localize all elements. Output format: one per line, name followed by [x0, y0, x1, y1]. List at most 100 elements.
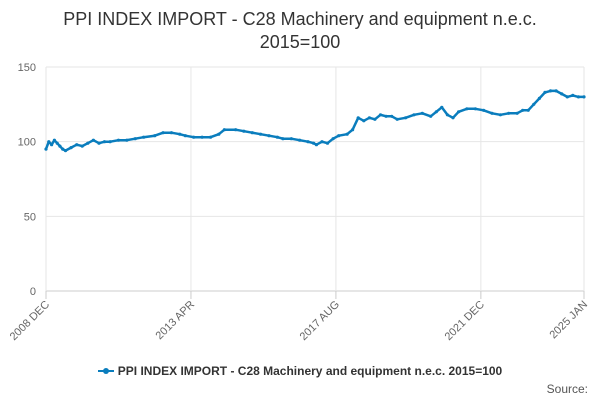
legend-item[interactable]: PPI INDEX IMPORT - C28 Machinery and equ… — [97, 364, 503, 378]
data-point — [125, 138, 129, 142]
data-point — [63, 149, 68, 153]
data-point — [314, 143, 318, 147]
data-point — [91, 138, 95, 142]
data-point — [412, 113, 416, 117]
data-point — [548, 89, 553, 93]
x-tick-label: 2017 AUG — [298, 299, 342, 343]
legend: PPI INDEX IMPORT - C28 Machinery and equ… — [0, 364, 600, 379]
data-point — [440, 105, 444, 109]
data-point — [420, 111, 424, 115]
data-point — [434, 110, 438, 114]
data-point — [86, 141, 90, 145]
data-point — [52, 138, 57, 142]
data-point — [312, 141, 316, 145]
data-point — [395, 117, 399, 121]
data-point — [80, 144, 84, 148]
data-point — [217, 132, 221, 136]
data-point — [429, 114, 433, 118]
data-point — [289, 137, 293, 141]
y-tick-label: 50 — [24, 211, 36, 223]
y-tick-label: 150 — [18, 62, 36, 74]
data-point — [521, 108, 525, 112]
data-point — [234, 128, 238, 132]
data-point — [543, 90, 547, 94]
data-point — [208, 135, 213, 139]
data-point — [457, 110, 461, 114]
data-point — [320, 140, 324, 144]
data-point — [515, 111, 519, 115]
data-point — [61, 147, 65, 151]
data-point — [498, 113, 502, 117]
x-tick-label: 2013 APR — [154, 299, 198, 343]
data-point — [337, 134, 341, 138]
data-point — [142, 135, 146, 139]
data-point — [242, 129, 246, 133]
data-point — [58, 144, 62, 148]
data-point — [281, 137, 285, 141]
data-point — [298, 138, 302, 142]
grid-layer — [45, 66, 585, 292]
data-point — [571, 93, 575, 97]
data-point — [537, 96, 542, 100]
x-tick-label: 2021 DEC — [443, 299, 487, 343]
data-point — [55, 141, 59, 145]
data-point — [345, 132, 349, 136]
data-point — [259, 132, 263, 136]
data-point — [267, 134, 271, 138]
data-point — [576, 95, 581, 99]
data-point — [178, 132, 182, 136]
data-point — [367, 116, 371, 120]
data-point — [222, 128, 226, 132]
data-point — [116, 138, 121, 142]
data-point — [351, 128, 355, 132]
data-point — [275, 135, 279, 139]
data-point — [445, 113, 449, 117]
data-point — [133, 137, 137, 141]
data-point — [75, 143, 79, 147]
y-tick-label: 100 — [18, 137, 36, 149]
data-point — [373, 117, 377, 121]
data-point — [390, 114, 394, 118]
data-point — [47, 140, 51, 144]
series-layer — [44, 89, 586, 153]
legend-line-marker-icon — [97, 366, 114, 376]
data-point — [161, 131, 165, 135]
data-point — [404, 116, 408, 120]
axis-layer: 0 50 100 150 2008 DEC 2013 APR 2017 AUG 2021 DE… — [8, 62, 590, 343]
data-point — [451, 116, 455, 120]
data-point — [473, 107, 477, 111]
data-point — [526, 108, 530, 112]
data-point — [325, 141, 330, 145]
data-point — [490, 111, 494, 115]
data-point — [169, 131, 173, 135]
data-point — [102, 140, 107, 144]
data-point — [153, 134, 157, 138]
data-point — [565, 95, 569, 99]
legend-label: PPI INDEX IMPORT - C28 Machinery and equ… — [117, 364, 503, 378]
data-point — [50, 143, 54, 147]
y-tick-label: 0 — [30, 286, 36, 298]
data-point — [378, 113, 383, 117]
chart-title: PPI INDEX IMPORT - C28 Machinery and equ… — [0, 8, 600, 54]
data-point — [250, 131, 254, 135]
data-point — [482, 108, 486, 112]
data-point — [69, 146, 73, 150]
x-tick-label: 2025 JAN — [547, 299, 590, 342]
x-tick-label: 2008 DEC — [8, 299, 52, 343]
chart-title-line-1: PPI INDEX IMPORT - C28 Machinery and equ… — [63, 9, 537, 29]
data-point — [560, 92, 564, 96]
source-credit[interactable]: Source: — [546, 382, 588, 396]
data-point — [200, 135, 204, 139]
data-point — [97, 141, 101, 145]
data-point — [384, 114, 388, 118]
data-point — [362, 119, 366, 123]
data-point — [183, 134, 187, 138]
data-point — [356, 116, 360, 120]
data-point — [108, 140, 112, 144]
data-point — [582, 95, 586, 99]
data-point — [507, 111, 511, 115]
data-point — [532, 102, 536, 106]
data-point — [554, 89, 558, 93]
data-point — [44, 147, 48, 151]
